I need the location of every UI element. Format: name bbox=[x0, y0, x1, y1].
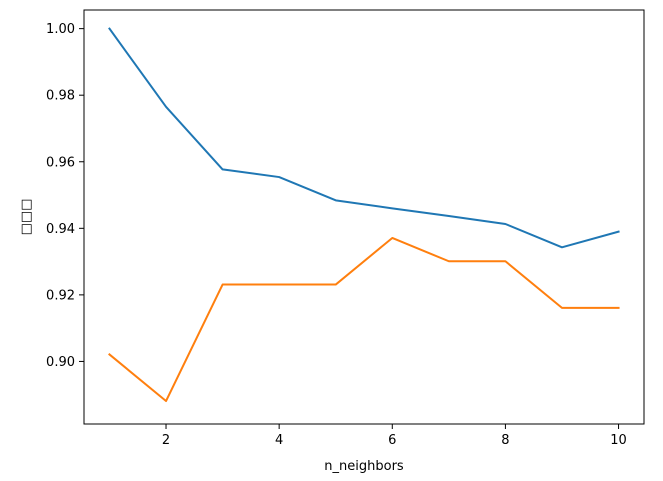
y-tick-label: 0.98 bbox=[46, 89, 75, 104]
y-axis-label: □□□ bbox=[19, 199, 34, 236]
x-tick-label: 10 bbox=[610, 433, 627, 448]
y-axis: 0.90 0.92 0.94 0.96 0.98 1.00 bbox=[46, 22, 84, 370]
x-tick-label: 6 bbox=[388, 433, 396, 448]
y-tick-label: 0.92 bbox=[46, 288, 75, 303]
y-tick-label: 0.94 bbox=[46, 222, 75, 237]
x-axis-label: n_neighbors bbox=[324, 459, 404, 474]
y-tick-label: 0.90 bbox=[46, 355, 75, 370]
y-tick-label: 1.00 bbox=[46, 22, 75, 37]
series-line-2 bbox=[108, 236, 620, 403]
x-axis: 2 4 6 8 10 bbox=[162, 424, 627, 448]
x-tick-label: 8 bbox=[501, 433, 509, 448]
series-layer bbox=[108, 27, 620, 403]
x-tick-label: 4 bbox=[275, 433, 283, 448]
x-tick-label: 2 bbox=[162, 433, 170, 448]
series-line-1 bbox=[108, 27, 620, 249]
plot-frame bbox=[83, 9, 645, 425]
y-tick-label: 0.96 bbox=[46, 155, 75, 170]
